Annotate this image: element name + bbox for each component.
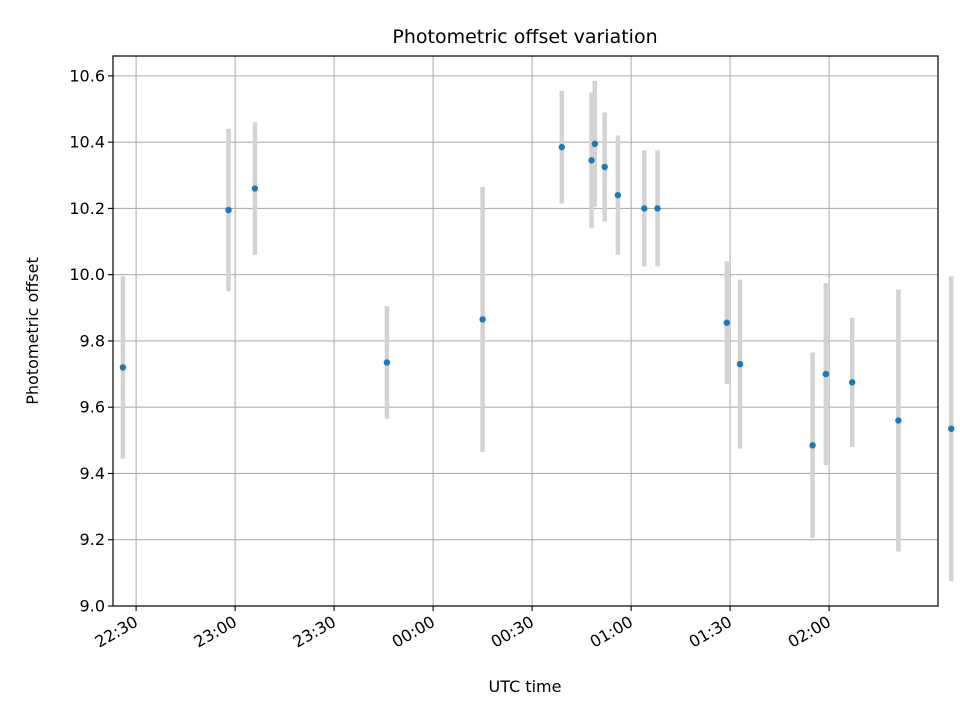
- plot-area: [113, 56, 938, 606]
- y-tick-label: 10.4: [69, 133, 105, 152]
- data-points: [119, 140, 955, 449]
- data-point: [849, 379, 856, 386]
- data-point: [948, 425, 955, 432]
- data-point: [383, 359, 391, 366]
- data-point: [654, 205, 661, 212]
- y-tick-label: 9.6: [80, 398, 105, 417]
- data-point: [614, 191, 622, 199]
- y-axis-label: Photometric offset: [23, 257, 42, 405]
- y-tick-label: 9.8: [80, 331, 105, 350]
- data-point: [588, 157, 595, 164]
- data-point: [809, 442, 816, 449]
- plot-frame: [112, 55, 939, 607]
- data-point: [479, 316, 486, 323]
- y-tick-label: 9.2: [80, 530, 105, 549]
- data-point: [119, 364, 127, 371]
- y-tick-label: 9.4: [80, 464, 105, 483]
- data-point: [822, 370, 829, 378]
- data-point: [723, 319, 730, 326]
- data-point: [601, 163, 608, 171]
- y-tick-label: 10.0: [69, 265, 105, 284]
- x-axis-label: UTC time: [489, 677, 562, 696]
- y-tick-label: 10.6: [69, 66, 105, 85]
- y-tick-label: 10.2: [69, 199, 105, 218]
- grid: [113, 56, 938, 607]
- data-point: [558, 143, 565, 151]
- y-tick-label: 9.0: [80, 597, 105, 616]
- data-point: [895, 417, 902, 424]
- data-point: [641, 205, 648, 212]
- data-point: [251, 185, 259, 192]
- data-point: [736, 360, 744, 368]
- data-point: [591, 140, 598, 148]
- data-point: [225, 206, 232, 214]
- chart-title: Photometric offset variation: [392, 26, 657, 48]
- y-axis-ticks: 9.0 9.2 9.4 9.6 9.8 10.0 10.2 10.4 10.6: [69, 66, 113, 616]
